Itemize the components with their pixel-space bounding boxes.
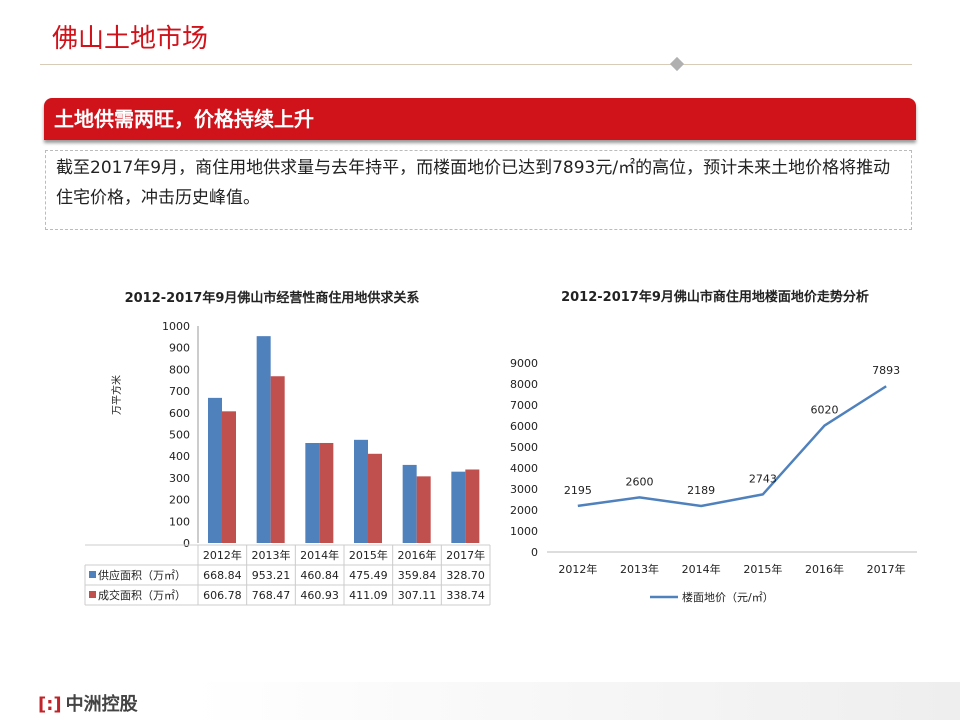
bar-x-tick: 2013年 bbox=[252, 548, 291, 562]
table-cell: 668.84 bbox=[203, 569, 242, 582]
line-y-tick: 2000 bbox=[510, 504, 538, 517]
line-data-label: 6020 bbox=[811, 404, 839, 417]
legend-label: 成交面积（万㎡） bbox=[98, 588, 186, 602]
bar-y-tick: 400 bbox=[169, 450, 190, 463]
bar-deal bbox=[465, 469, 480, 543]
table-cell: 307.11 bbox=[398, 589, 437, 602]
bar-deal bbox=[270, 376, 285, 543]
line-y-tick: 6000 bbox=[510, 420, 538, 433]
table-cell: 953.21 bbox=[252, 569, 291, 582]
table-cell: 475.49 bbox=[349, 569, 388, 582]
line-x-tick: 2016年 bbox=[805, 562, 844, 576]
table-cell: 606.78 bbox=[203, 589, 242, 602]
summary-text: 截至2017年9月，商住用地供求量与去年持平，而楼面地价已达到7893元/㎡的高… bbox=[45, 150, 912, 230]
logo-text: 中洲控股 bbox=[65, 694, 138, 715]
table-cell: 338.74 bbox=[446, 589, 485, 602]
line-data-label: 2189 bbox=[687, 484, 715, 497]
page-title: 佛山土地市场 bbox=[52, 24, 209, 54]
bar-y-tick: 600 bbox=[169, 407, 190, 420]
line-y-tick: 3000 bbox=[510, 483, 538, 496]
bar-deal bbox=[222, 411, 236, 543]
line-chart-title: 2012-2017年9月佛山市商住用地楼面地价走势分析 bbox=[561, 290, 869, 305]
footer-bar bbox=[0, 682, 960, 720]
line-data-label: 2743 bbox=[749, 472, 777, 485]
bar-x-tick: 2014年 bbox=[300, 548, 339, 562]
bar-x-tick: 2015年 bbox=[349, 548, 388, 562]
bar-y-tick: 900 bbox=[169, 342, 190, 355]
table-cell: 460.93 bbox=[300, 589, 339, 602]
table-cell: 768.47 bbox=[252, 589, 291, 602]
line-y-tick: 1000 bbox=[510, 525, 538, 538]
line-y-tick: 4000 bbox=[510, 462, 538, 475]
bar-supply bbox=[256, 336, 271, 543]
table-cell: 359.84 bbox=[398, 569, 437, 582]
bar-y-tick: 500 bbox=[169, 429, 190, 442]
bar-x-tick: 2012年 bbox=[203, 548, 242, 562]
legend-swatch bbox=[89, 591, 96, 598]
bar-y-tick: 0 bbox=[183, 537, 190, 550]
legend-label: 供应面积（万㎡） bbox=[98, 568, 186, 582]
table-cell: 460.84 bbox=[300, 569, 339, 582]
bar-y-tick: 700 bbox=[169, 385, 190, 398]
line-x-tick: 2014年 bbox=[682, 562, 721, 576]
bar-deal bbox=[368, 453, 382, 543]
bar-supply bbox=[354, 439, 368, 543]
line-x-tick: 2017年 bbox=[867, 562, 906, 576]
line-legend-label: 楼面地价（元/㎡） bbox=[682, 590, 774, 604]
bar-chart-title: 2012-2017年9月佛山市经营性商住用地供求关系 bbox=[125, 290, 420, 306]
line-x-tick: 2012年 bbox=[558, 562, 597, 576]
bar-supply bbox=[208, 397, 222, 543]
line-y-tick: 9000 bbox=[510, 357, 538, 370]
bar-y-label: 万平方米 bbox=[110, 375, 123, 415]
bar-y-tick: 800 bbox=[169, 363, 190, 376]
bar-x-tick: 2017年 bbox=[446, 548, 485, 562]
bar-y-tick: 200 bbox=[169, 494, 190, 507]
bar-x-tick: 2016年 bbox=[398, 548, 437, 562]
bar-y-tick: 300 bbox=[169, 472, 190, 485]
bar-supply bbox=[305, 442, 320, 543]
divider bbox=[40, 64, 912, 65]
bar-y-tick: 1000 bbox=[162, 320, 190, 333]
line-y-tick: 5000 bbox=[510, 441, 538, 454]
legend-swatch bbox=[89, 571, 96, 578]
bar-deal bbox=[416, 476, 431, 543]
line-y-tick: 7000 bbox=[510, 399, 538, 412]
line-data-label: 2600 bbox=[626, 475, 654, 488]
company-logo: [:] 中洲控股 bbox=[38, 690, 138, 716]
line-y-tick: 0 bbox=[531, 546, 538, 559]
bar-deal bbox=[319, 442, 334, 543]
line-x-tick: 2013年 bbox=[620, 562, 659, 576]
bar-supply bbox=[451, 471, 466, 543]
line-data-label: 7893 bbox=[872, 364, 900, 377]
line-series bbox=[577, 385, 887, 508]
logo-mark-icon: [:] bbox=[38, 694, 62, 715]
table-cell: 328.70 bbox=[446, 569, 485, 582]
bar-y-tick: 100 bbox=[169, 515, 190, 528]
banner-heading: 土地供需两旺，价格持续上升 bbox=[44, 98, 916, 140]
table-cell: 411.09 bbox=[349, 589, 388, 602]
line-x-tick: 2015年 bbox=[743, 562, 782, 576]
bar-supply bbox=[402, 464, 417, 543]
line-data-label: 2195 bbox=[564, 484, 592, 497]
line-y-tick: 8000 bbox=[510, 378, 538, 391]
